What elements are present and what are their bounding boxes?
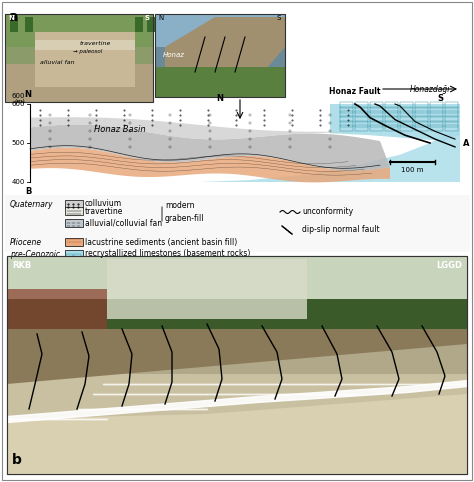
Text: 500: 500 [12,140,25,146]
Bar [74,254,81,257]
Text: a: a [8,10,18,24]
Text: Quaternary: Quaternary [10,200,54,209]
Polygon shape [330,104,460,141]
Text: Honaz Fault: Honaz Fault [329,87,381,96]
Bar [155,14,285,97]
Bar [155,14,285,47]
Bar [155,67,285,97]
Text: travertine: travertine [80,41,111,46]
Text: modern
graben-fill: modern graben-fill [165,201,204,223]
Bar [155,14,285,97]
Text: Honaz: Honaz [163,52,185,58]
Text: Pliocene: Pliocene [10,238,42,247]
Text: 600: 600 [11,93,25,99]
Text: N: N [158,15,163,21]
Bar [7,256,467,474]
Bar [65,250,83,258]
Text: → paleosol: → paleosol [73,49,102,54]
Bar [5,64,153,102]
Text: S: S [277,15,282,21]
Bar [65,238,83,246]
Bar [5,14,153,102]
Text: Honazdağı: Honazdağı [410,84,450,94]
Bar [25,17,33,32]
Bar [7,256,467,474]
Bar [5,195,470,252]
Text: colluvium: colluvium [85,200,122,209]
Bar [5,14,153,102]
Bar [7,374,467,474]
Text: 600: 600 [11,101,25,107]
Text: lacustrine sediments (ancient basin fill): lacustrine sediments (ancient basin fill… [85,238,237,246]
Text: B: B [25,187,31,196]
Bar [66,254,73,257]
Bar [10,17,18,32]
Text: pre-Cenozoic: pre-Cenozoic [10,250,60,259]
Text: S: S [437,94,443,103]
Text: S: S [145,15,150,21]
Text: N: N [217,94,224,103]
Polygon shape [7,394,467,474]
Bar [65,200,83,208]
Bar [35,40,135,50]
Text: b: b [12,453,22,467]
Bar [107,259,307,319]
Text: recrystallized limestones (basement rocks): recrystallized limestones (basement rock… [85,250,250,258]
Text: RKB: RKB [12,261,31,270]
Text: alluvial/colluvial fan: alluvial/colluvial fan [85,218,162,228]
Text: N: N [8,15,14,21]
Text: alluvial fan: alluvial fan [40,60,74,65]
Text: unconformity: unconformity [302,207,353,216]
Text: N: N [25,90,31,99]
Polygon shape [30,127,460,182]
Text: A: A [463,138,470,147]
Bar [65,219,83,227]
Text: dip-slip normal fault: dip-slip normal fault [302,226,380,235]
Bar [7,289,107,329]
Polygon shape [165,17,285,82]
Bar [65,207,83,215]
Text: 100 m: 100 m [401,167,424,173]
Bar [147,17,155,32]
Bar [135,17,143,32]
Bar [7,256,467,324]
Bar [7,299,467,329]
Polygon shape [30,117,360,139]
Text: LGGD: LGGD [436,261,462,270]
Bar [5,14,153,47]
Text: (m): (m) [14,99,25,105]
Text: travertine: travertine [85,206,123,215]
Text: 400: 400 [12,179,25,185]
Polygon shape [30,124,390,170]
Text: Honaz Basin: Honaz Basin [94,125,146,134]
Polygon shape [30,147,390,182]
Bar [35,32,135,87]
Polygon shape [7,329,467,384]
